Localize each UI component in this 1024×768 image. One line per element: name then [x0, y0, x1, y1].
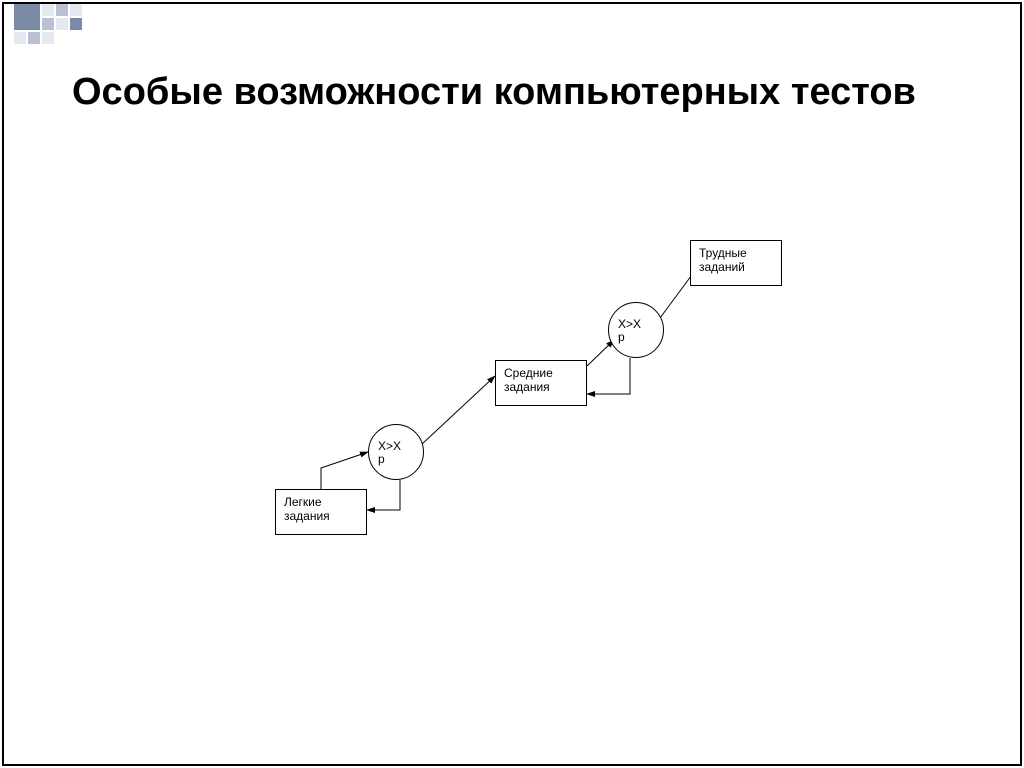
rect-node-medium: Средние задания	[495, 360, 587, 406]
edge	[421, 376, 495, 445]
diagram-canvas: Легкие задания X>Xр Средние задания X>Xр Тру…	[0, 0, 1024, 768]
decision-label-dec2: X>Xр	[618, 318, 641, 344]
rect-node-hard: Трудные заданий	[690, 240, 782, 286]
decision-label-dec1: X>Xр	[378, 440, 401, 466]
edge	[587, 358, 630, 394]
rect-node-easy: Легкие задания	[275, 489, 367, 535]
edge	[367, 480, 400, 510]
edge	[321, 452, 368, 489]
edge	[587, 340, 614, 366]
